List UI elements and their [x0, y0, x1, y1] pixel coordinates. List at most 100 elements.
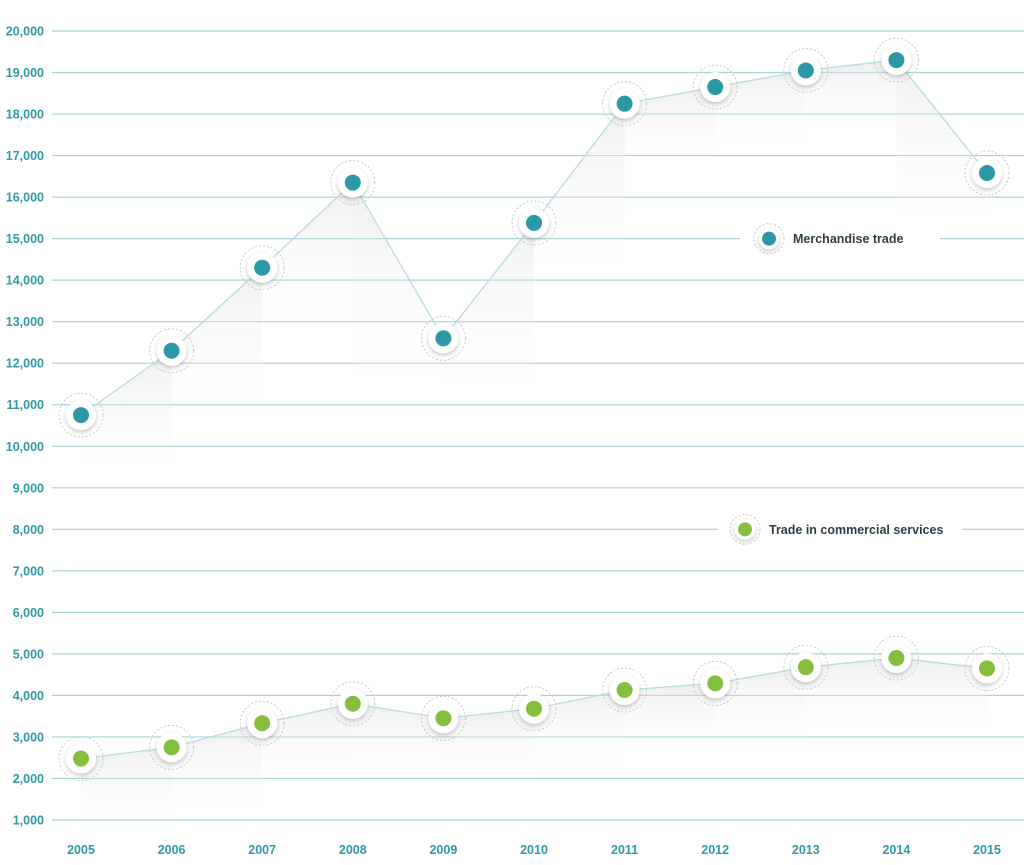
data-point-dot [888, 52, 905, 69]
data-point-dot [888, 650, 905, 667]
data-point-dot [73, 750, 89, 767]
data-point-halo [873, 37, 919, 83]
series-shadow-segment [805, 658, 897, 738]
x-tick-label: 2013 [792, 843, 820, 857]
data-point-dot [435, 330, 452, 347]
data-point[interactable] [330, 160, 376, 206]
data-point[interactable] [420, 315, 466, 361]
data-point-halo [511, 686, 557, 732]
series-shadow-segment [171, 267, 263, 421]
data-point-halo [330, 160, 376, 206]
data-point-dot [797, 62, 814, 79]
data-point-dot [163, 342, 180, 359]
data-point[interactable] [783, 47, 829, 93]
legend-gap [740, 235, 940, 242]
x-axis-labels: 2005 2006 2007 2008 2009 2010 2011 2012 2013 2014… [67, 843, 1001, 857]
y-tick-label: 5,000 [13, 647, 44, 661]
y-tick-label: 18,000 [6, 108, 44, 122]
data-point[interactable] [330, 681, 376, 727]
data-point-dot [254, 715, 271, 732]
data-point-halo [420, 695, 466, 741]
y-tick-label: 2,000 [13, 772, 44, 786]
data-point[interactable] [873, 635, 919, 681]
data-point-dot [526, 700, 542, 717]
y-tick-label: 6,000 [13, 606, 44, 620]
legend-label: Trade in commercial services [769, 523, 943, 537]
data-point-dot [163, 739, 180, 756]
x-tick-label: 2009 [429, 843, 457, 857]
data-point-dot [707, 675, 724, 692]
x-tick-label: 2010 [520, 843, 548, 857]
data-point-dot [73, 407, 89, 424]
legend: Merchandise trade Trade in commercial ser… [718, 223, 962, 545]
y-tick-label: 4,000 [13, 689, 44, 703]
series-1 [58, 635, 1010, 829]
legend-item: Trade in commercial services [718, 513, 962, 545]
data-point-halo [239, 700, 285, 746]
data-point[interactable] [239, 700, 285, 746]
data-point[interactable] [873, 37, 919, 83]
series-shadow-segment [81, 747, 172, 829]
data-point-halo [511, 200, 557, 246]
x-tick-label: 2006 [158, 843, 186, 857]
x-tick-label: 2008 [339, 843, 367, 857]
legend-marker-halo [753, 223, 785, 255]
series-shadow-segment [715, 70, 806, 158]
data-point[interactable] [58, 736, 104, 782]
legend-marker-dot [738, 522, 752, 537]
x-tick-label: 2014 [882, 843, 910, 857]
data-point[interactable] [602, 667, 648, 713]
data-point-dot [344, 695, 361, 712]
data-point[interactable] [602, 81, 648, 127]
data-point-dot [616, 95, 633, 112]
series-shadow-segment [443, 708, 534, 789]
series-shadow-segment [262, 703, 353, 794]
data-point-dot [979, 660, 995, 677]
x-tick-label: 2007 [248, 843, 276, 857]
data-point-halo [602, 667, 648, 713]
data-point[interactable] [692, 660, 738, 706]
data-point[interactable] [783, 644, 829, 690]
data-point[interactable] [964, 645, 1010, 691]
series-shadow-segment [534, 103, 625, 293]
y-tick-label: 20,000 [6, 25, 44, 39]
data-point[interactable] [420, 695, 466, 741]
data-point[interactable] [239, 245, 285, 291]
data-point-dot [344, 174, 361, 191]
data-point-dot [707, 79, 724, 96]
data-point[interactable] [149, 328, 195, 374]
data-point[interactable] [511, 686, 557, 732]
y-tick-label: 14,000 [6, 274, 44, 288]
series-shadow-segment [624, 683, 716, 761]
legend-gap [718, 526, 962, 533]
data-point[interactable] [58, 392, 104, 438]
y-tick-label: 16,000 [6, 191, 44, 205]
x-tick-label: 2012 [701, 843, 729, 857]
x-tick-label: 2005 [67, 843, 95, 857]
series-shadow-segment [262, 182, 353, 338]
legend-marker-halo [729, 513, 761, 545]
series-shadow-segment [352, 703, 444, 789]
y-tick-label: 11,000 [6, 398, 44, 412]
data-point-halo [420, 315, 466, 361]
series-shadow-segment [896, 60, 987, 244]
data-point[interactable] [149, 724, 195, 770]
data-point-dot [435, 710, 452, 727]
x-tick-label: 2011 [611, 843, 638, 857]
data-point[interactable] [692, 64, 738, 110]
data-point-dot [254, 259, 271, 276]
y-tick-label: 8,000 [13, 523, 44, 537]
data-point[interactable] [964, 150, 1010, 196]
data-point-halo [964, 150, 1010, 196]
data-point-dot [979, 165, 995, 182]
data-point-halo [58, 392, 104, 438]
data-point-dot [526, 214, 542, 231]
series-shadow-segment [805, 60, 897, 141]
y-tick-label: 3,000 [13, 730, 44, 744]
data-point-halo [239, 245, 285, 291]
data-point[interactable] [511, 200, 557, 246]
data-point-halo [964, 645, 1010, 691]
y-tick-label: 1,000 [13, 814, 44, 828]
series-shadow-segment [443, 222, 534, 409]
y-tick-label: 19,000 [6, 66, 44, 80]
